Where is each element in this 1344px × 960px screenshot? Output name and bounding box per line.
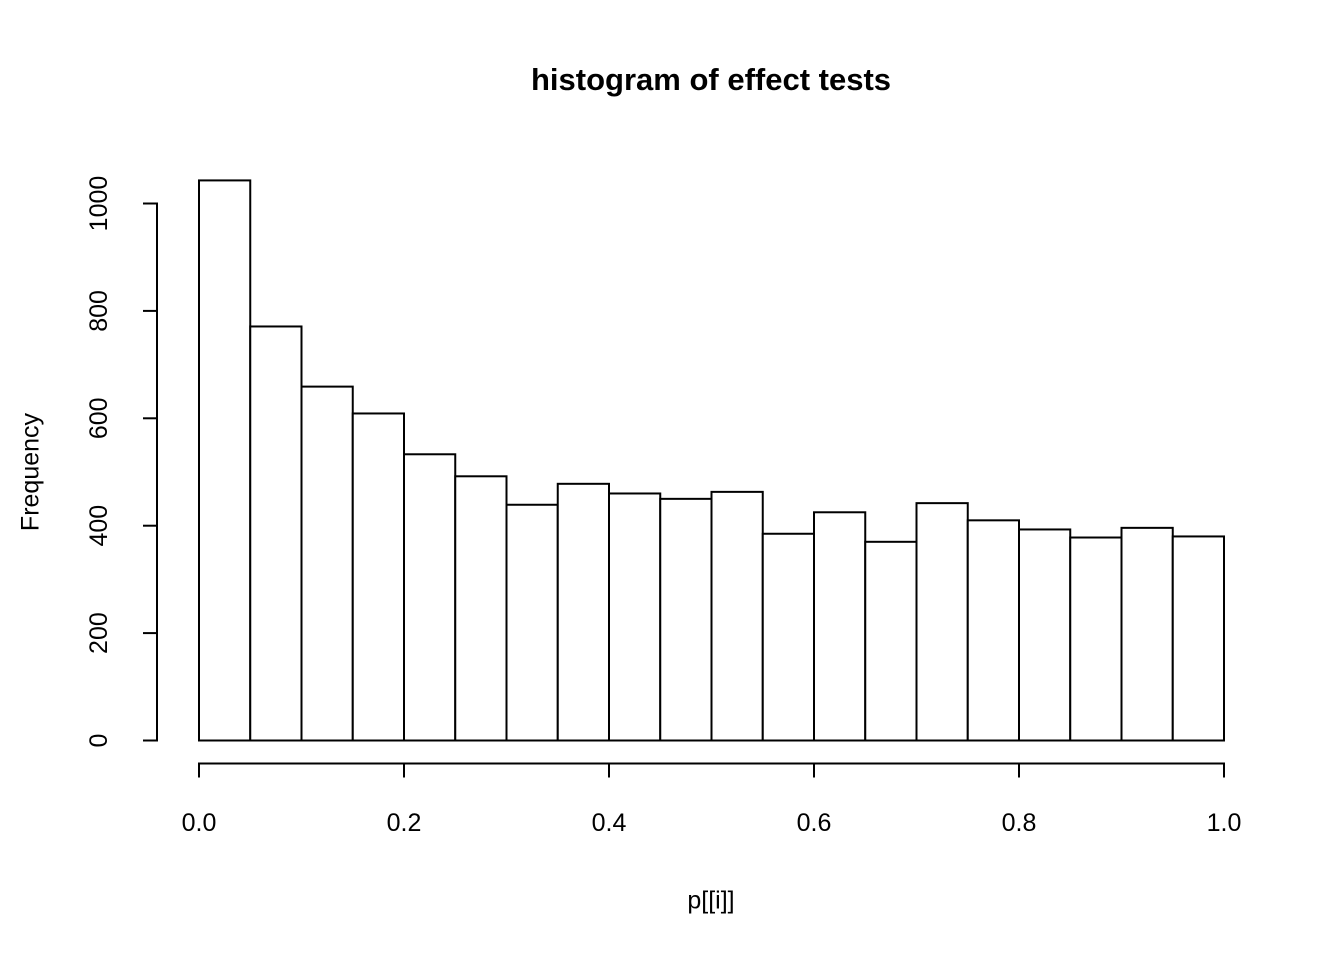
histogram-bar: [1018, 528, 1072, 742]
y-tick-label: 1000: [85, 176, 113, 232]
histogram-bar: [710, 490, 764, 742]
x-tick-label: 0.6: [797, 809, 832, 837]
histogram-bar: [249, 325, 303, 742]
chart-title: histogram of effect tests: [530, 62, 892, 97]
histogram-bar: [659, 497, 713, 742]
histogram-bar: [608, 492, 662, 742]
histogram-bar: [864, 540, 918, 742]
histogram-bar: [915, 502, 969, 742]
x-axis-title: p[[i]]: [687, 886, 735, 915]
histogram-bar: [505, 503, 559, 742]
x-tick-label: 1.0: [1207, 809, 1242, 837]
histogram-bar: [1069, 536, 1123, 742]
histogram-bar: [454, 475, 508, 742]
y-tick-label: 800: [85, 290, 113, 332]
x-tick-label: 0.2: [387, 809, 422, 837]
x-tick-label: 0.0: [182, 809, 217, 837]
y-axis-title: Frequency: [16, 412, 45, 532]
histogram-bar: [1171, 535, 1225, 742]
y-tick-label: 200: [85, 612, 113, 654]
histogram-bar: [300, 385, 354, 742]
histogram-bar: [1120, 526, 1174, 742]
histogram-bar: [351, 412, 405, 742]
histogram-bar: [403, 453, 457, 742]
x-tick-label: 0.4: [592, 809, 627, 837]
histogram-bar: [761, 532, 815, 742]
histogram-bar: [198, 179, 252, 742]
histogram-bar: [556, 482, 610, 742]
x-tick-label: 0.8: [1002, 809, 1037, 837]
y-tick-label: 600: [85, 397, 113, 439]
y-tick-label: 0: [85, 734, 113, 748]
y-tick-label: 400: [85, 505, 113, 547]
histogram-bar: [966, 519, 1020, 742]
histogram-bar: [813, 511, 867, 742]
